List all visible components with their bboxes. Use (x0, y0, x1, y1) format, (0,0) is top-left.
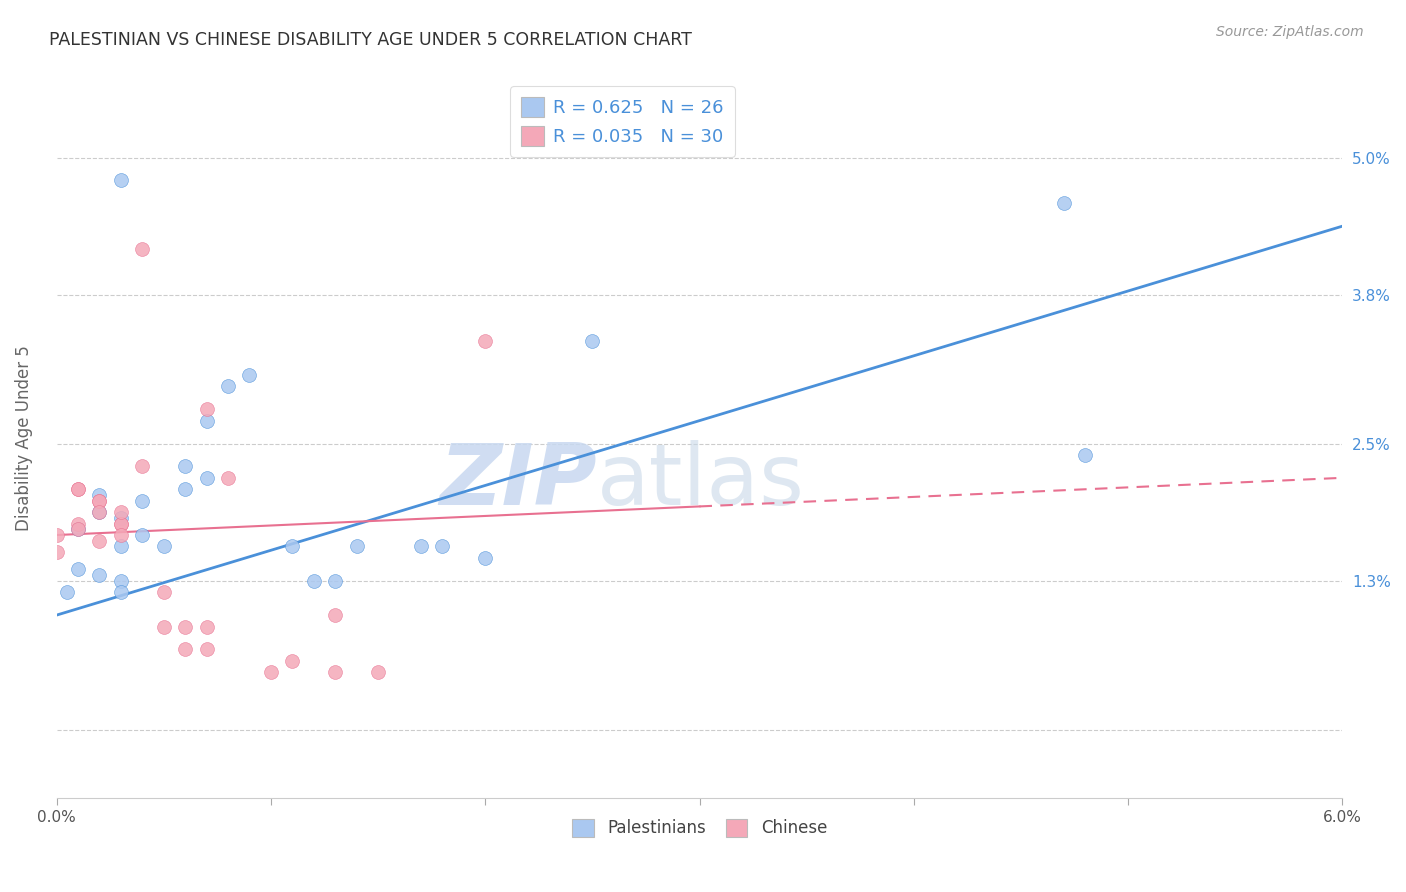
Point (56, 585, 79, 599)
Point (367, 665, 389, 680)
Point (89, 488, 111, 502)
Point (174, 459, 197, 474)
Point (131, 242, 153, 256)
Point (67, 522, 90, 536)
Text: ZIP: ZIP (439, 440, 596, 523)
Point (302, 574, 325, 588)
Point (432, 540, 454, 554)
Point (174, 619, 197, 633)
Point (281, 654, 304, 668)
Point (323, 608, 346, 623)
Point (195, 414, 218, 428)
Point (89, 568, 111, 582)
Point (346, 540, 368, 554)
Point (152, 619, 174, 633)
Point (110, 173, 132, 187)
Point (217, 471, 239, 485)
Point (89, 533, 111, 548)
Point (67, 483, 90, 497)
Point (67, 516, 90, 531)
Point (110, 516, 132, 531)
Point (195, 402, 218, 417)
Point (131, 459, 153, 474)
Point (195, 642, 218, 657)
Point (89, 493, 111, 508)
Legend: Palestinians, Chinese: Palestinians, Chinese (565, 812, 834, 844)
Point (67, 483, 90, 497)
Point (89, 505, 111, 519)
Point (474, 550, 496, 565)
Point (1074, 448, 1097, 462)
Point (131, 493, 153, 508)
Point (110, 540, 132, 554)
Point (110, 516, 132, 531)
Point (67, 562, 90, 576)
Point (238, 368, 260, 382)
Point (152, 585, 174, 599)
Point (89, 493, 111, 508)
Point (131, 528, 153, 542)
Point (217, 379, 239, 393)
Point (45, 528, 67, 542)
Point (1053, 196, 1076, 211)
Point (260, 665, 283, 680)
Point (281, 540, 304, 554)
Y-axis label: Disability Age Under 5: Disability Age Under 5 (15, 345, 32, 531)
Point (323, 665, 346, 680)
Point (174, 483, 197, 497)
Point (152, 540, 174, 554)
Point (67, 522, 90, 536)
Text: atlas: atlas (596, 440, 804, 523)
Point (110, 511, 132, 525)
Point (581, 334, 603, 348)
Text: Source: ZipAtlas.com: Source: ZipAtlas.com (1216, 25, 1364, 39)
Point (110, 585, 132, 599)
Point (45, 545, 67, 559)
Text: PALESTINIAN VS CHINESE DISABILITY AGE UNDER 5 CORRELATION CHART: PALESTINIAN VS CHINESE DISABILITY AGE UN… (49, 31, 692, 49)
Point (110, 505, 132, 519)
Point (474, 334, 496, 348)
Point (409, 540, 432, 554)
Point (110, 528, 132, 542)
Point (195, 471, 218, 485)
Point (89, 505, 111, 519)
Point (323, 574, 346, 588)
Point (195, 619, 218, 633)
Point (174, 642, 197, 657)
Point (110, 574, 132, 588)
